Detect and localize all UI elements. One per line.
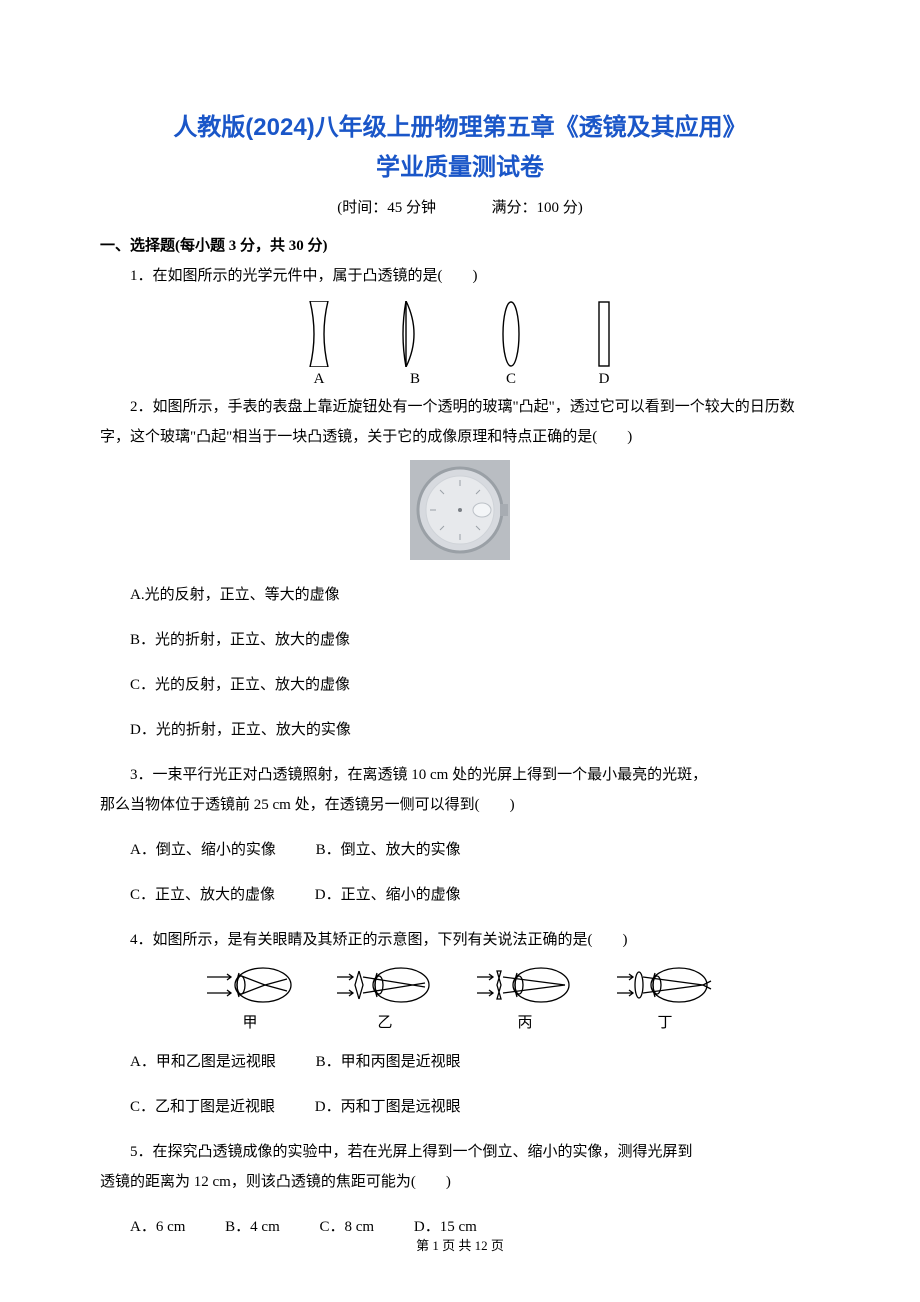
q3-opts-row1: A．倒立、缩小的实像 B．倒立、放大的实像 [100,835,820,865]
q5-line1: 5．在探究凸透镜成像的实验中，若在光屏上得到一个倒立、缩小的实像，测得光屏到 [100,1137,820,1167]
eye-ding: 丁 [615,963,715,1032]
time-value: 45 分钟 [387,200,436,216]
eye-jia-label: 甲 [242,1011,257,1032]
footer-prefix: 第 [416,1238,432,1253]
q2-opt-c: C．光的反射，正立、放大的虚像 [100,670,820,700]
eye-bing-icon [475,963,575,1007]
lens-b: B [402,301,428,388]
q3-line2: 那么当物体位于透镜前 25 cm 处，在透镜另一侧可以得到( ) [100,790,820,820]
time-label: (时间： [337,200,387,216]
q2-figure [100,460,820,565]
eye-jia-icon [205,963,295,1007]
title-line-2: 学业质量测试卷 [100,150,820,186]
title-line-1: 人教版(2024)八年级上册物理第五章《透镜及其应用》 [100,110,820,146]
footer-mid: 页 共 [439,1238,475,1253]
q3-opt-b: B．倒立、放大的实像 [316,842,461,858]
section-1-heading: 一、选择题(每小题 3 分，共 30 分) [100,231,820,261]
title-block: 人教版(2024)八年级上册物理第五章《透镜及其应用》 学业质量测试卷 [100,110,820,186]
q4-opt-d: D．丙和丁图是远视眼 [315,1099,461,1115]
q3-opt-d: D．正立、缩小的虚像 [315,887,461,903]
full-value: 100 分) [537,200,583,216]
meta-line: (时间：45 分钟 满分：100 分) [100,196,820,217]
eye-jia: 甲 [205,963,295,1032]
q4-text: 4．如图所示，是有关眼睛及其矫正的示意图，下列有关说法正确的是( ) [100,925,820,955]
lens-b-label: B [410,371,420,388]
lens-d-icon [594,301,614,367]
eye-ding-icon [615,963,715,1007]
eye-yi-label: 乙 [377,1011,392,1032]
q4-opts-row2: C．乙和丁图是近视眼 D．丙和丁图是远视眼 [100,1092,820,1122]
watch-icon [410,460,510,560]
q4-figure-row: 甲 乙 [100,963,820,1032]
lens-a-label: A [314,371,325,388]
lens-d: D [594,301,614,388]
q4-opt-b: B．甲和丙图是近视眼 [316,1054,461,1070]
q1-text: 1．在如图所示的光学元件中，属于凸透镜的是( ) [100,261,820,291]
q4-opts-row1: A．甲和乙图是远视眼 B．甲和丙图是近视眼 [100,1047,820,1077]
q3-opts-row2: C．正立、放大的虚像 D．正立、缩小的虚像 [100,880,820,910]
q5-opt-b: B．4 cm [225,1219,280,1235]
q4-opt-c: C．乙和丁图是近视眼 [130,1099,275,1115]
q5-opt-c: C．8 cm [320,1219,375,1235]
eye-ding-label: 丁 [657,1011,672,1032]
lens-d-label: D [599,371,610,388]
q2-opt-b: B．光的折射，正立、放大的虚像 [100,625,820,655]
lens-a: A [306,301,332,388]
q4-opt-a: A．甲和乙图是远视眼 [130,1054,276,1070]
full-label: 满分： [492,200,537,216]
q1-figure-row: A B C D [100,301,820,388]
page-footer: 第 1 页 共 12 页 [0,1235,920,1254]
q3-opt-a: A．倒立、缩小的实像 [130,842,276,858]
footer-total: 12 [475,1238,488,1253]
q3-line1: 3．一束平行光正对凸透镜照射，在离透镜 10 cm 处的光屏上得到一个最小最亮的… [100,760,820,790]
q5-opt-a: A．6 cm [130,1219,185,1235]
lens-a-icon [306,301,332,367]
q5-opt-d: D．15 cm [414,1219,477,1235]
lens-c-label: C [506,371,516,388]
eye-bing: 丙 [475,963,575,1032]
lens-c-icon [498,301,524,367]
lens-b-icon [402,301,428,367]
q2-opt-a: A.光的反射，正立、等大的虚像 [100,580,820,610]
q2-text: 2．如图所示，手表的表盘上靠近旋钮处有一个透明的玻璃"凸起"，透过它可以看到一个… [100,392,820,452]
eye-yi-icon [335,963,435,1007]
lens-c: C [498,301,524,388]
q5-line2: 透镜的距离为 12 cm，则该凸透镜的焦距可能为( ) [100,1167,820,1197]
q2-opt-d: D．光的折射，正立、放大的实像 [100,715,820,745]
exam-page: 人教版(2024)八年级上册物理第五章《透镜及其应用》 学业质量测试卷 (时间：… [0,0,920,1302]
eye-bing-label: 丙 [517,1011,532,1032]
eye-yi: 乙 [335,963,435,1032]
footer-suffix: 页 [488,1238,504,1253]
q3-opt-c: C．正立、放大的虚像 [130,887,275,903]
